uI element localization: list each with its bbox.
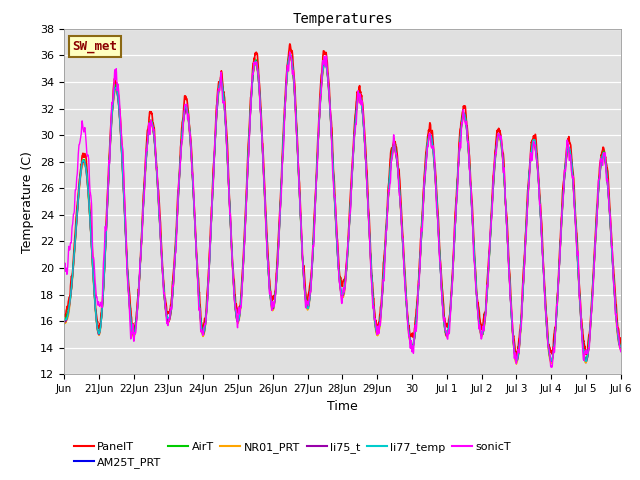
Text: SW_met: SW_met bbox=[72, 40, 117, 53]
sonicT bbox=[60, 267, 68, 273]
AirT bbox=[609, 271, 617, 277]
li75_t bbox=[376, 318, 384, 324]
li75_t bbox=[60, 318, 68, 324]
li75_t bbox=[286, 52, 294, 58]
li75_t bbox=[542, 308, 550, 313]
li77_temp bbox=[60, 317, 68, 323]
li77_temp bbox=[236, 311, 244, 317]
li75_t bbox=[547, 359, 555, 364]
AM25T_PRT bbox=[287, 54, 294, 60]
sonicT bbox=[548, 364, 556, 370]
NR01_PRT bbox=[376, 323, 384, 329]
li77_temp bbox=[582, 359, 590, 364]
PanelT bbox=[542, 305, 550, 311]
AirT bbox=[376, 319, 384, 325]
NR01_PRT bbox=[542, 315, 550, 321]
NR01_PRT bbox=[116, 118, 124, 123]
PanelT bbox=[609, 263, 617, 269]
PanelT bbox=[376, 311, 384, 317]
NR01_PRT bbox=[236, 314, 244, 320]
AM25T_PRT bbox=[376, 320, 384, 326]
sonicT bbox=[617, 349, 625, 355]
sonicT bbox=[542, 308, 550, 313]
AM25T_PRT bbox=[510, 349, 518, 355]
li77_temp bbox=[287, 52, 294, 58]
li75_t bbox=[609, 273, 617, 279]
NR01_PRT bbox=[60, 320, 68, 325]
PanelT bbox=[510, 337, 518, 343]
sonicT bbox=[116, 100, 124, 106]
Line: li75_t: li75_t bbox=[64, 55, 621, 361]
Line: li77_temp: li77_temp bbox=[64, 55, 621, 361]
li77_temp bbox=[542, 307, 550, 313]
li75_t bbox=[236, 312, 244, 317]
Line: PanelT: PanelT bbox=[64, 44, 621, 356]
Line: AM25T_PRT: AM25T_PRT bbox=[64, 57, 621, 363]
li77_temp bbox=[116, 113, 124, 119]
AirT bbox=[547, 359, 555, 365]
sonicT bbox=[376, 322, 384, 327]
NR01_PRT bbox=[609, 275, 617, 280]
li77_temp bbox=[510, 347, 518, 353]
sonicT bbox=[510, 354, 518, 360]
AM25T_PRT bbox=[542, 309, 550, 314]
li77_temp bbox=[609, 273, 617, 278]
Line: sonicT: sonicT bbox=[64, 52, 621, 367]
li77_temp bbox=[376, 319, 384, 324]
AirT bbox=[542, 307, 550, 312]
AM25T_PRT bbox=[60, 319, 68, 325]
PanelT bbox=[60, 312, 68, 318]
AM25T_PRT bbox=[617, 346, 625, 351]
AM25T_PRT bbox=[609, 273, 617, 279]
NR01_PRT bbox=[617, 347, 625, 353]
X-axis label: Time: Time bbox=[327, 400, 358, 413]
Line: NR01_PRT: NR01_PRT bbox=[64, 58, 621, 364]
PanelT bbox=[513, 353, 520, 359]
Legend: PanelT, AM25T_PRT, AirT, NR01_PRT, li75_t, li77_temp, sonicT: PanelT, AM25T_PRT, AirT, NR01_PRT, li75_… bbox=[70, 437, 516, 472]
li77_temp bbox=[617, 344, 625, 349]
AirT bbox=[510, 346, 518, 351]
AirT bbox=[286, 51, 294, 57]
PanelT bbox=[236, 304, 244, 310]
sonicT bbox=[236, 311, 244, 317]
AM25T_PRT bbox=[236, 311, 244, 317]
li75_t bbox=[617, 344, 625, 349]
AM25T_PRT bbox=[116, 115, 124, 120]
AirT bbox=[617, 345, 625, 350]
PanelT bbox=[116, 106, 124, 112]
sonicT bbox=[286, 49, 294, 55]
AM25T_PRT bbox=[582, 360, 590, 366]
Y-axis label: Temperature (C): Temperature (C) bbox=[22, 151, 35, 252]
AirT bbox=[116, 114, 124, 120]
PanelT bbox=[617, 335, 625, 341]
li75_t bbox=[116, 115, 124, 121]
sonicT bbox=[609, 276, 617, 282]
NR01_PRT bbox=[287, 55, 294, 60]
li75_t bbox=[510, 348, 518, 354]
PanelT bbox=[286, 41, 294, 47]
NR01_PRT bbox=[510, 350, 518, 356]
AirT bbox=[236, 311, 244, 316]
AirT bbox=[60, 320, 68, 325]
Line: AirT: AirT bbox=[64, 54, 621, 362]
Title: Temperatures: Temperatures bbox=[292, 12, 393, 26]
NR01_PRT bbox=[513, 361, 520, 367]
